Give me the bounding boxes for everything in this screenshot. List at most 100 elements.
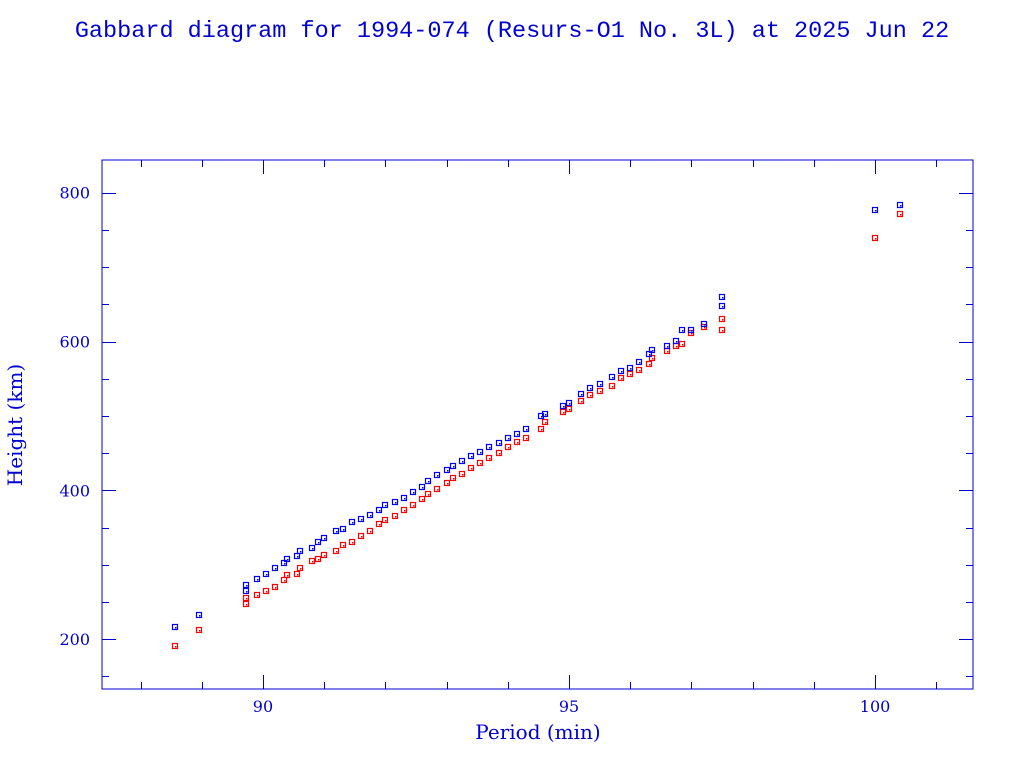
perigee-point (485, 454, 493, 462)
x-axis-label: Period (min) (475, 720, 600, 744)
apogee-point (678, 326, 686, 334)
perigee-point (541, 418, 549, 426)
perigee-point (348, 538, 356, 546)
y-tick-label: 800 (59, 184, 90, 203)
perigee-point (458, 470, 466, 478)
perigee-point (537, 425, 545, 433)
perigee-point (339, 541, 347, 549)
apogee-point (586, 384, 594, 392)
axis-ticks (102, 160, 973, 689)
perigee-point (409, 501, 417, 509)
perigee-point (718, 326, 726, 334)
apogee-point (443, 466, 451, 474)
apogee-point (171, 623, 179, 631)
apogee-point (293, 552, 301, 560)
apogee-point (513, 430, 521, 438)
perigee-point (626, 370, 634, 378)
apogee-point (522, 425, 530, 433)
perigee-point (375, 520, 383, 528)
perigee-point (608, 382, 616, 390)
apogee-point (195, 611, 203, 619)
perigee-point (283, 571, 291, 579)
apogee-point (504, 434, 512, 442)
perigee-point (617, 374, 625, 382)
perigee-point (476, 459, 484, 467)
apogee-point (596, 380, 604, 388)
apogee-point (663, 342, 671, 350)
perigee-point (896, 210, 904, 218)
apogee-point (424, 477, 432, 485)
perigee-point (433, 485, 441, 493)
apogee-point (687, 326, 695, 334)
apogee-point (577, 390, 585, 398)
apogee-point (418, 483, 426, 491)
perigee-point (504, 443, 512, 451)
apogee-point (339, 525, 347, 533)
apogee-point (672, 337, 680, 345)
apogee-point (242, 587, 250, 595)
perigee-point (280, 576, 288, 584)
perigee-point (195, 626, 203, 634)
perigee-point (495, 449, 503, 457)
perigee-point (391, 512, 399, 520)
apogee-point (467, 452, 475, 460)
perigee-point (171, 642, 179, 650)
apogee-point (320, 534, 328, 542)
perigee-point (522, 434, 530, 442)
perigee-point (596, 387, 604, 395)
y-axis-label: Height (km) (3, 364, 27, 486)
apogee-point (253, 575, 261, 583)
perigee-point (320, 551, 328, 559)
apogee-point (617, 367, 625, 375)
apogee-point (449, 462, 457, 470)
perigee-point (253, 591, 261, 599)
apogee-point (541, 410, 549, 418)
apogee-point (357, 515, 365, 523)
x-tick-label: 100 (860, 697, 891, 716)
perigee-point (467, 464, 475, 472)
perigee-point (400, 506, 408, 514)
perigee-point (381, 516, 389, 524)
apogee-point (271, 564, 279, 572)
apogee-point (332, 527, 340, 535)
perigee-point (513, 438, 521, 446)
perigee-point (366, 527, 374, 535)
y-tick-label: 400 (59, 481, 90, 500)
perigee-point (565, 405, 573, 413)
perigee-point (449, 474, 457, 482)
perigee-point (357, 532, 365, 540)
apogee-point (242, 581, 250, 589)
perigee-point (577, 397, 585, 405)
perigee-point (871, 234, 879, 242)
perigee-point (308, 557, 316, 565)
y-tick-label: 600 (59, 333, 90, 352)
perigee-point (635, 366, 643, 374)
apogee-point (262, 570, 270, 578)
perigee-point (718, 315, 726, 323)
apogee-point (296, 547, 304, 555)
plot-frame (101, 159, 974, 690)
apogee-point (485, 443, 493, 451)
perigee-point (424, 490, 432, 498)
y-tick-label: 200 (59, 630, 90, 649)
perigee-point (443, 479, 451, 487)
perigee-point (293, 570, 301, 578)
apogee-point (565, 399, 573, 407)
apogee-point (896, 201, 904, 209)
data-points (171, 201, 904, 650)
chart-title: Gabbard diagram for 1994-074 (Resurs-O1 … (75, 18, 949, 45)
perigee-point (418, 495, 426, 503)
apogee-point (366, 511, 374, 519)
apogee-point (381, 501, 389, 509)
apogee-point (559, 402, 567, 410)
apogee-point (718, 293, 726, 301)
perigee-point (678, 340, 686, 348)
apogee-point (283, 555, 291, 563)
apogee-point (495, 439, 503, 447)
apogee-point (433, 471, 441, 479)
apogee-point (375, 506, 383, 514)
apogee-point (476, 448, 484, 456)
apogee-point (635, 358, 643, 366)
perigee-point (314, 555, 322, 563)
